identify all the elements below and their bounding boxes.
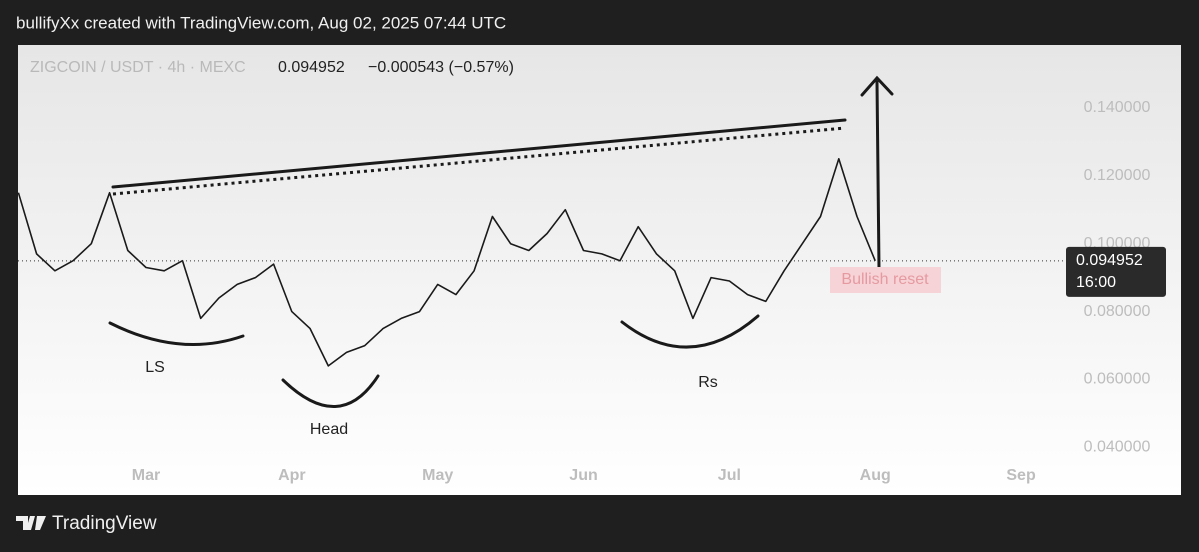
label-bg — [830, 267, 941, 293]
plot-area — [18, 45, 1181, 495]
symbol: ZIGCOIN / USDT · 4h · MEXC — [30, 59, 246, 76]
logo-icon — [16, 516, 46, 530]
arrow — [860, 75, 894, 270]
y-tick-label: 0.040000 — [1084, 439, 1151, 456]
x-tick-label: Sep — [1006, 467, 1036, 484]
price-line — [17, 158, 876, 367]
drawings — [108, 75, 894, 408]
annotation: Bullish reset — [841, 271, 929, 288]
header-price: 0.094952 — [278, 59, 345, 76]
y-tick-label: 0.060000 — [1084, 371, 1151, 388]
trend-line — [111, 118, 847, 189]
head-curve — [281, 374, 380, 408]
x-tick-label: Jun — [569, 467, 597, 484]
x-tick-label: Apr — [278, 467, 306, 484]
y-tick-label: 0.120000 — [1084, 167, 1151, 184]
price-tag-time: 16:00 — [1076, 274, 1116, 291]
logo: TradingView — [16, 513, 157, 534]
price-tag — [1066, 246, 1166, 297]
footer: TradingView — [52, 513, 157, 534]
header: bullifyXx created with TradingView.com, … — [16, 13, 506, 32]
ls-curve — [108, 321, 245, 346]
rs-curve — [620, 314, 760, 349]
y-tick-label: 0.080000 — [1084, 303, 1151, 320]
y-tick-label: 0.140000 — [1084, 99, 1151, 116]
annotation: Head — [310, 421, 348, 438]
header-change: −0.000543 (−0.57%) — [368, 59, 514, 76]
x-tick-label: Aug — [860, 467, 891, 484]
annotation: Rs — [698, 374, 718, 391]
plot: 0.0400000.0600000.0800000.1000000.120000… — [17, 99, 1166, 484]
x-tick-label: Jul — [718, 467, 741, 484]
x-tick-label: Mar — [132, 467, 160, 484]
price-tag-value: 0.094952 — [1076, 252, 1143, 269]
x-tick-label: May — [422, 467, 453, 484]
annotation: LS — [145, 359, 165, 376]
